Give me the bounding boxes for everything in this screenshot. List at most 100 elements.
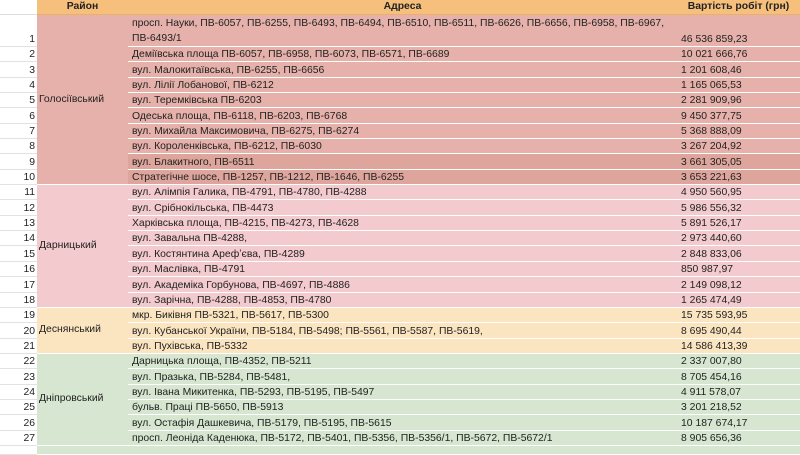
partial-row (0, 445, 800, 455)
cost-cell[interactable]: 3 653 221,63 (677, 169, 800, 186)
district-cell[interactable]: Деснянський (37, 307, 128, 354)
row-number: 2 (0, 46, 37, 63)
table-row: 27 просп. Леоніда Каденюка, ПВ-5172, ПВ-5… (0, 430, 800, 446)
cost-cell[interactable]: 10 187 674,17 (677, 414, 800, 431)
cost-cell[interactable]: 10 021 666,76 (677, 46, 800, 63)
address-cell[interactable]: вул. Теремківська ПВ-6203 (128, 92, 677, 109)
address-cell[interactable]: просп. Науки, ПВ-6057, ПВ-6255, ПВ-6493,… (128, 14, 677, 47)
cost-cell[interactable]: 15 735 593,95 (677, 307, 800, 324)
table-row: 11 Дарницький вул. Алімпія Галика, ПВ-4791… (0, 184, 800, 308)
table-row: 10 Стратегічне шосе, ПВ-1257, ПВ-1212, ПВ… (0, 169, 800, 186)
cost-cell[interactable]: 8 905 656,36 (677, 430, 800, 446)
table-row: 12 вул. Срібнокільська, ПВ-4473 5 986 556,… (0, 199, 800, 216)
table-row: 21 вул. Пухівська, ПВ-5332 14 586 413,39 (0, 338, 800, 354)
row-number: 19 (0, 307, 37, 324)
cost-cell[interactable]: 4 950 560,95 (677, 184, 800, 201)
table-row: 26 вул. Остафія Дашкевича, ПВ-5179, ПВ-5… (0, 414, 800, 431)
address-cell[interactable]: вул. Срібнокільська, ПВ-4473 (128, 199, 677, 216)
table-row: 24 вул. Івана Микитенка, ПВ-5293, ПВ-5195… (0, 384, 800, 400)
district-cell[interactable]: Дніпровський (37, 353, 128, 446)
table-row: 4 вул. Лілії Лобанової, ПВ-6212 1 165 065,… (0, 77, 800, 94)
address-cell[interactable]: вул. Блакитного, ПВ-6511 (128, 153, 677, 170)
row-number: 26 (0, 414, 37, 431)
cost-cell[interactable]: 14 586 413,39 (677, 338, 800, 354)
row-number: 3 (0, 61, 37, 78)
cost-cell[interactable]: 3 661 305,05 (677, 153, 800, 170)
address-cell[interactable]: вул. Завальна ПВ-4288, (128, 230, 677, 247)
cost-cell[interactable]: 5 891 526,17 (677, 215, 800, 232)
partial-cell (37, 445, 800, 455)
cost-cell[interactable]: 9 450 377,75 (677, 107, 800, 124)
address-cell[interactable]: Одеська площа, ПВ-6118, ПВ-6203, ПВ-6768 (128, 107, 677, 124)
address-cell[interactable]: Харківська площа, ПВ-4215, ПВ-4273, ПВ-4… (128, 215, 677, 232)
table-row: 16 вул. Маслівка, ПВ-4791 850 987,97 (0, 261, 800, 278)
row-number: 5 (0, 92, 37, 109)
cost-cell[interactable]: 5 986 556,32 (677, 199, 800, 216)
cost-header[interactable]: Вартість робіт (грн) (677, 0, 800, 15)
table-row: 19 Деснянський мкр. Биківня ПВ-5321, ПВ-56… (0, 307, 800, 354)
address-cell[interactable]: вул. Михайла Максимовича, ПВ-6275, ПВ-62… (128, 123, 677, 140)
table-row: 9 вул. Блакитного, ПВ-6511 3 661 305,05 (0, 153, 800, 170)
cost-cell[interactable]: 3 201 218,52 (677, 399, 800, 416)
cost-cell[interactable]: 4 911 578,07 (677, 384, 800, 400)
address-cell[interactable]: Стратегічне шосе, ПВ-1257, ПВ-1212, ПВ-1… (128, 169, 677, 186)
address-cell[interactable]: вул. Лілії Лобанової, ПВ-6212 (128, 77, 677, 94)
row-number: 1 (0, 14, 37, 47)
district-cell[interactable]: Дарницький (37, 184, 128, 308)
cost-cell[interactable]: 2 973 440,60 (677, 230, 800, 247)
address-cell[interactable]: мкр. Биківня ПВ-5321, ПВ-5617, ПВ-5300 (128, 307, 677, 324)
address-cell[interactable]: вул. Остафія Дашкевича, ПВ-5179, ПВ-5195… (128, 414, 677, 431)
row-number: 25 (0, 399, 37, 416)
cost-cell[interactable]: 2 848 833,06 (677, 245, 800, 262)
address-cell[interactable]: вул. Празька, ПВ-5284, ПВ-5481, (128, 368, 677, 385)
cost-cell[interactable]: 5 368 888,09 (677, 123, 800, 140)
address-cell[interactable]: просп. Леоніда Каденюка, ПВ-5172, ПВ-540… (128, 430, 677, 446)
address-cell[interactable]: вул. Костянтина Арефʼєва, ПВ-4289 (128, 245, 677, 262)
table-row: 2 Деміївська площа ПВ-6057, ПВ-6958, ПВ-6… (0, 46, 800, 63)
table-row: 14 вул. Завальна ПВ-4288, 2 973 440,60 (0, 230, 800, 247)
address-cell[interactable]: вул. Алімпія Галика, ПВ-4791, ПВ-4780, П… (128, 184, 677, 201)
row-number: 22 (0, 353, 37, 370)
address-cell[interactable]: Деміївська площа ПВ-6057, ПВ-6958, ПВ-60… (128, 46, 677, 63)
row-number: 12 (0, 199, 37, 216)
address-cell[interactable]: вул. Короленківська, ПВ-6212, ПВ-6030 (128, 138, 677, 155)
address-cell[interactable]: вул. Маслівка, ПВ-4791 (128, 261, 677, 278)
cost-cell[interactable]: 1 165 065,53 (677, 77, 800, 94)
header-row: Район Адреса Вартість робіт (грн) (0, 0, 800, 15)
address-cell[interactable]: бульв. Праці ПВ-5650, ПВ-5913 (128, 399, 677, 416)
row-number: 4 (0, 77, 37, 94)
row-number: 15 (0, 245, 37, 262)
address-cell[interactable]: вул. Івана Микитенка, ПВ-5293, ПВ-5195, … (128, 384, 677, 400)
address-cell[interactable]: вул. Пухівська, ПВ-5332 (128, 338, 677, 354)
row-number-header (0, 0, 37, 15)
row-number: 27 (0, 430, 37, 446)
cost-cell[interactable]: 850 987,97 (677, 261, 800, 278)
cost-cell[interactable]: 1 201 608,46 (677, 61, 800, 78)
address-header[interactable]: Адреса (128, 0, 677, 15)
address-cell[interactable]: Дарницька площа, ПВ-4352, ПВ-5211 (128, 353, 677, 370)
cost-cell[interactable]: 46 536 859,23 (677, 14, 800, 47)
district-header[interactable]: Район (37, 0, 128, 15)
cost-cell[interactable]: 2 281 909,96 (677, 92, 800, 109)
address-cell[interactable]: вул. Зарічна, ПВ-4288, ПВ-4853, ПВ-4780 (128, 292, 677, 308)
cost-cell[interactable]: 3 267 204,92 (677, 138, 800, 155)
address-cell[interactable]: вул. Академіка Горбунова, ПВ-4697, ПВ-48… (128, 276, 677, 293)
row-number: 16 (0, 261, 37, 278)
address-cell[interactable]: вул. Малокитаївська, ПВ-6255, ПВ-6656 (128, 61, 677, 78)
row-number: 9 (0, 153, 37, 170)
cost-cell[interactable]: 2 149 098,12 (677, 276, 800, 293)
cost-cell[interactable]: 1 265 474,49 (677, 292, 800, 308)
cost-cell[interactable]: 2 337 007,80 (677, 353, 800, 370)
row-number: 24 (0, 384, 37, 400)
cost-cell[interactable]: 8 695 490,44 (677, 322, 800, 339)
cost-cell[interactable]: 8 705 454,16 (677, 368, 800, 385)
row-number: 6 (0, 107, 37, 124)
table-body: 1 Голосіївський просп. Науки, ПВ-6057, ПВ-… (0, 14, 800, 455)
row-number: 23 (0, 368, 37, 385)
row-number: 11 (0, 184, 37, 201)
district-cell[interactable]: Голосіївський (37, 14, 128, 186)
row-number: 13 (0, 215, 37, 232)
table-row: 8 вул. Короленківська, ПВ-6212, ПВ-6030 3 … (0, 138, 800, 155)
address-cell[interactable]: вул. Кубанської України, ПВ-5184, ПВ-549… (128, 322, 677, 339)
